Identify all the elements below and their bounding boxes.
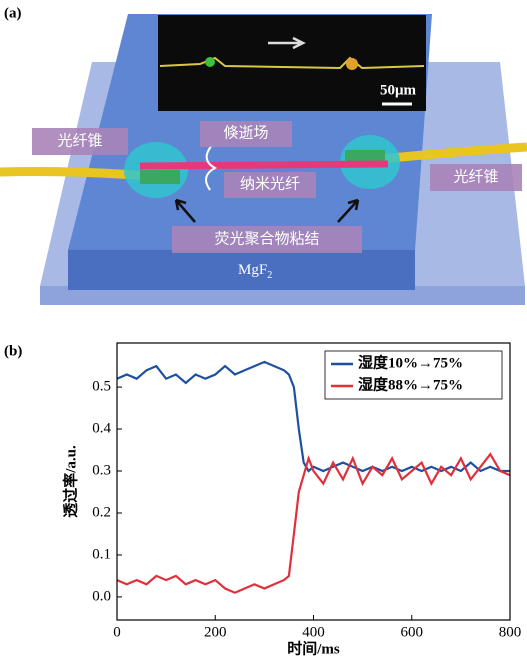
- x-tick-label: 400: [302, 624, 325, 640]
- y-tick-label: 0.3: [92, 462, 111, 478]
- x-tick-label: 200: [204, 624, 227, 640]
- x-tick-label: 600: [401, 624, 424, 640]
- y-tick-label: 0.2: [92, 504, 111, 520]
- y-tick-label: 0.5: [92, 379, 111, 395]
- y-axis-label: 透过率/a.u.: [61, 445, 79, 518]
- x-tick-label: 0: [113, 624, 121, 640]
- series-line: [117, 454, 510, 593]
- panel-label: (b): [4, 343, 22, 359]
- substrate-text: MgF: [238, 262, 267, 278]
- inset-spot: [205, 57, 215, 67]
- panel-label: (a): [4, 5, 22, 21]
- bond-core: [140, 170, 180, 184]
- x-axis-label: 时间/ms: [287, 639, 340, 657]
- legend-label: 湿度10%→75%: [358, 353, 463, 371]
- label: 光纤锥: [57, 132, 102, 149]
- y-tick-label: 0.0: [92, 588, 111, 604]
- y-tick-label: 0.4: [92, 420, 111, 436]
- inset-spot: [346, 58, 358, 70]
- label: 纳米光纤: [240, 175, 300, 192]
- x-tick-label: 800: [499, 624, 522, 640]
- y-tick-label: 0.1: [92, 546, 111, 562]
- legend-label: 湿度88%→75%: [358, 375, 463, 393]
- nanofiber: [140, 164, 388, 166]
- figure: (a) 50μm 光纤锥 倏逝场 纳米光纤 光纤锥 荧光聚合物粘结 MgF2 (…: [0, 0, 527, 661]
- scale-label: 50μm: [380, 82, 417, 98]
- label: 光纤锥: [453, 168, 498, 185]
- substrate-subscript: 2: [267, 270, 272, 281]
- label: 倏逝场: [223, 124, 268, 141]
- label: 荧光聚合物粘结: [214, 230, 319, 247]
